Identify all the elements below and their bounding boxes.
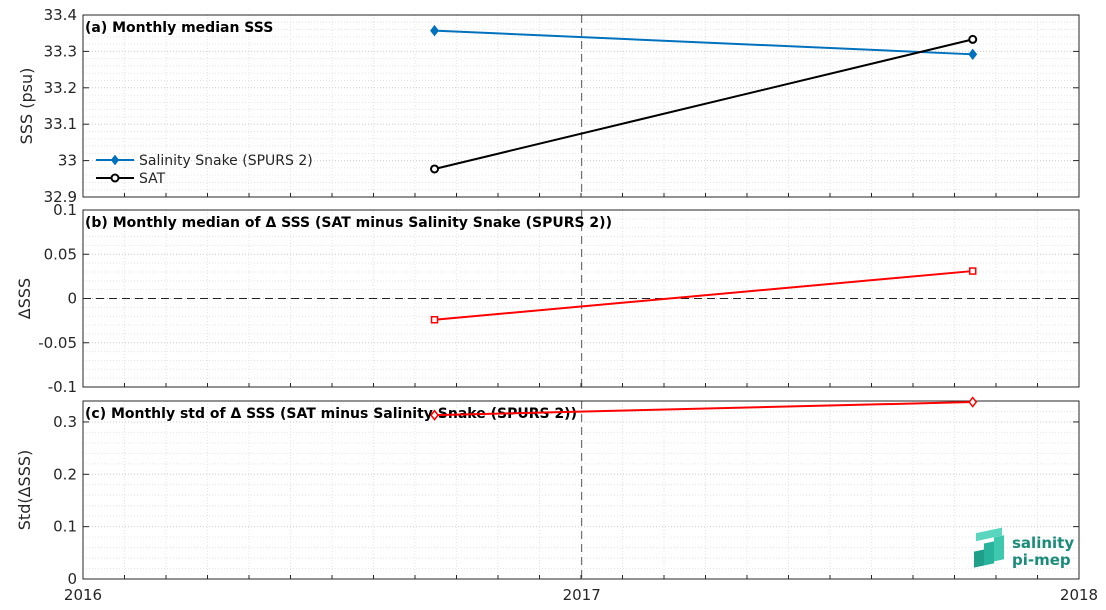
- data-point: [430, 315, 439, 324]
- y-tick-label: 33: [58, 152, 77, 170]
- data-point: [968, 267, 977, 275]
- y-tick-label: 0.3: [53, 413, 77, 431]
- x-tick-label: 2018: [1060, 586, 1098, 604]
- y-tick-label: 33.2: [44, 79, 77, 97]
- y-tick-label: 32.9: [44, 188, 77, 206]
- legend: Salinity Snake (SPURS 2) SAT: [96, 153, 313, 187]
- y-tick-label: 33.1: [44, 115, 77, 133]
- legend-label: SAT: [139, 171, 166, 187]
- panel-1: 32.9 33 33.1 33.2 33.3 33.4 SSS (psu) (a) Month…: [17, 6, 1080, 206]
- y-tick-label: -0.05: [38, 334, 77, 352]
- y-tick-label: 33.4: [44, 6, 77, 24]
- logo-mark: [974, 527, 1004, 568]
- data-point: [430, 164, 440, 174]
- y-tick-label: 0.05: [44, 245, 77, 263]
- logo: salinity pi-mep: [974, 527, 1074, 569]
- y-tick-label: -0.1: [48, 378, 77, 396]
- y-tick-label: 0.1: [53, 201, 77, 219]
- y-tick-label: 0.1: [53, 518, 77, 536]
- legend-marker: [110, 173, 120, 183]
- legend-marker: [110, 154, 120, 166]
- x-tick-label: 2017: [563, 586, 601, 604]
- y-tick-label: 0: [67, 290, 77, 308]
- series-line-sat: [434, 38, 973, 170]
- panel-2: -0.1 -0.05 0 0.05 0.1 ΔSSS (b) Monthly median …: [15, 201, 1080, 396]
- series-line-delta: [434, 401, 973, 417]
- axes-box: [82, 400, 1080, 580]
- y-axis-label: ΔSSS: [15, 278, 34, 319]
- x-tick-label: 2016: [64, 586, 102, 604]
- panel-title: (a) Monthly median SSS: [85, 20, 273, 36]
- data-point: [968, 48, 978, 61]
- series-line-delta: [434, 270, 973, 321]
- logo-text-line2: pi-mep: [1012, 551, 1071, 569]
- logo-text-line1: salinity: [1012, 534, 1074, 552]
- y-axis-label: Std(ΔSSS): [15, 450, 34, 530]
- y-tick-label: 0.2: [53, 465, 77, 483]
- panel-3: 0 0.1 0.2 0.3 Std(ΔSSS) (c) Monthly std of Δ …: [15, 396, 1098, 604]
- panel-title: (c) Monthly std of Δ SSS (SAT minus Sali…: [85, 406, 577, 422]
- y-tick-label: 33.3: [44, 42, 77, 60]
- legend-label: Salinity Snake (SPURS 2): [139, 153, 313, 169]
- series-line-salinity-snake-spurs-2: [434, 29, 973, 56]
- y-axis-label: SSS (psu): [17, 68, 36, 145]
- y-tick-label: 0: [67, 570, 77, 588]
- data-point: [968, 396, 978, 408]
- data-point: [430, 24, 439, 37]
- data-point: [968, 34, 978, 44]
- data-point: [430, 409, 439, 421]
- panel-title: (b) Monthly median of Δ SSS (SAT minus S…: [85, 215, 612, 231]
